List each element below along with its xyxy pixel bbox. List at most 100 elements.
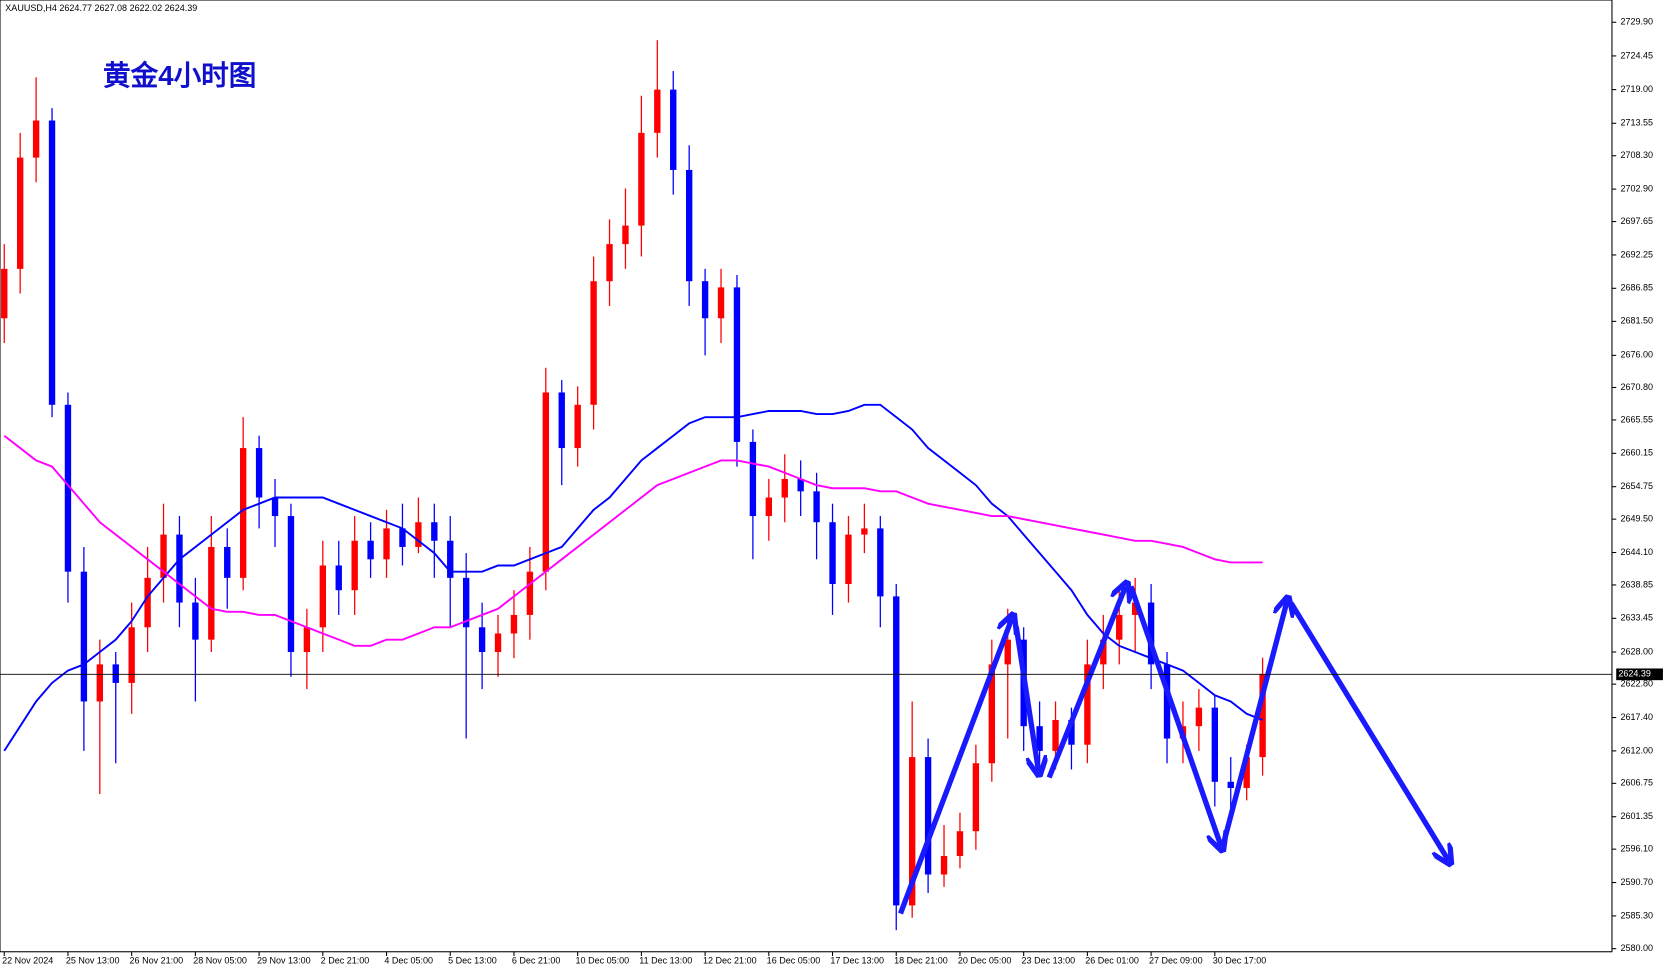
y-tick-label: 2649.50 xyxy=(1620,514,1653,524)
header: XAUUSD,H4 2624.77 2627.08 2622.02 2624.3… xyxy=(5,3,197,13)
candle-body xyxy=(64,404,72,572)
candle-body xyxy=(542,392,550,572)
x-tick-label: 10 Dec 05:00 xyxy=(576,956,630,966)
candle-body xyxy=(462,577,470,628)
y-tick-label: 2670.80 xyxy=(1620,382,1653,392)
candle-body xyxy=(638,132,645,226)
candle-body xyxy=(16,157,24,269)
x-tick-label: 28 Nov 05:00 xyxy=(193,956,247,966)
price-label-bg xyxy=(1616,668,1663,681)
candle-body xyxy=(1084,664,1091,745)
y-tick-label: 2644.10 xyxy=(1620,547,1653,557)
candle-body xyxy=(128,627,135,683)
y-tick-label: 2612.00 xyxy=(1620,745,1653,755)
y-tick-label: 2633.45 xyxy=(1620,613,1653,623)
x-tick-label: 23 Dec 13:00 xyxy=(1022,956,1076,966)
trend-arrows xyxy=(898,585,1448,915)
candle-body xyxy=(956,831,964,856)
y-tick-label: 2580.00 xyxy=(1620,943,1653,953)
candle-body xyxy=(829,522,836,585)
x-tick-label: 20 Dec 05:00 xyxy=(958,956,1012,966)
y-tick-label: 2590.70 xyxy=(1620,877,1653,887)
candle-body xyxy=(48,120,56,405)
candle-body xyxy=(224,546,231,578)
y-tick-label: 2729.90 xyxy=(1620,17,1653,27)
candle-body xyxy=(797,478,804,492)
x-tick-label: 27 Dec 09:00 xyxy=(1149,956,1203,966)
candle-body xyxy=(1116,614,1123,640)
candle-body xyxy=(1259,674,1266,758)
arrow xyxy=(1128,585,1221,846)
candle-body xyxy=(781,478,788,498)
candle-body xyxy=(988,664,996,764)
x-tick-label: 6 Dec 21:00 xyxy=(512,956,561,966)
candle-body xyxy=(271,497,279,517)
candle-body xyxy=(654,89,661,133)
y-tick-label: 2681.50 xyxy=(1620,316,1653,326)
chart-title: 黄金4小时图 xyxy=(103,60,256,91)
y-tick-label: 2596.10 xyxy=(1620,844,1653,854)
x-tick-label: 17 Dec 13:00 xyxy=(830,956,884,966)
candle-body xyxy=(877,528,884,597)
arrow xyxy=(1013,626,1038,771)
x-tick-label: 16 Dec 05:00 xyxy=(767,956,821,966)
y-tick-label: 2622.80 xyxy=(1620,679,1653,689)
y-tick-label: 2686.85 xyxy=(1620,283,1653,293)
candle-body xyxy=(701,281,709,319)
y-tick-label: 2638.85 xyxy=(1620,579,1653,589)
x-tick-label: 2 Dec 21:00 xyxy=(321,956,370,966)
candle-body xyxy=(494,633,502,653)
candle-body xyxy=(1052,719,1059,751)
plot xyxy=(1,40,1266,931)
candle-body xyxy=(208,546,215,640)
x-tick-label: 11 Dec 13:00 xyxy=(639,956,692,966)
x-tick-label: 26 Nov 21:00 xyxy=(130,956,184,966)
candle-body xyxy=(717,287,725,319)
candle-body xyxy=(733,287,741,442)
candle-body xyxy=(160,534,167,578)
x-tick-label: 26 Dec 01:00 xyxy=(1085,956,1139,966)
candle-body xyxy=(112,664,119,683)
candle-body xyxy=(367,540,374,560)
candle-body xyxy=(1243,757,1250,788)
candle-body xyxy=(1131,602,1139,615)
candle-body xyxy=(431,522,438,541)
candle-body xyxy=(1004,639,1011,665)
y-tick-label: 2660.15 xyxy=(1620,448,1653,458)
y-tick-label: 2697.65 xyxy=(1620,216,1653,226)
candle-body xyxy=(685,169,693,282)
y-tick-label: 2601.35 xyxy=(1620,811,1653,821)
y-tick-label: 2719.00 xyxy=(1620,84,1653,94)
price-label: 2624.39 xyxy=(1618,669,1651,679)
candle-body xyxy=(287,516,295,653)
candle-body xyxy=(1068,719,1075,745)
candle-body xyxy=(415,522,422,547)
candle-body xyxy=(319,565,327,628)
candle-body xyxy=(622,225,629,245)
x-tick-label: 30 Dec 17:00 xyxy=(1213,956,1267,966)
candle-body xyxy=(80,571,88,702)
candle-body xyxy=(192,602,199,640)
candle-body xyxy=(351,540,358,591)
moving-average xyxy=(3,434,1263,647)
candle-body xyxy=(558,392,565,449)
x-tick-label: 5 Dec 13:00 xyxy=(448,956,497,966)
x-tick-label: 18 Dec 21:00 xyxy=(894,956,948,966)
candle-body xyxy=(478,627,486,653)
x-tick-label: 12 Dec 21:00 xyxy=(703,956,757,966)
candle-body xyxy=(96,664,104,702)
y-tick-label: 2617.40 xyxy=(1620,712,1653,722)
candle-body xyxy=(1100,639,1107,665)
candle-body xyxy=(1163,664,1171,739)
y-tick-label: 2708.30 xyxy=(1620,150,1653,160)
y-tick-label: 2713.55 xyxy=(1620,118,1653,128)
candle-body xyxy=(1,268,8,319)
candle-body xyxy=(813,491,820,523)
moving-average xyxy=(3,403,1263,752)
candle-body xyxy=(861,528,868,535)
candle-body xyxy=(526,571,534,615)
candle-body xyxy=(574,404,581,449)
candle-body xyxy=(303,627,311,653)
candle-body xyxy=(32,120,40,158)
